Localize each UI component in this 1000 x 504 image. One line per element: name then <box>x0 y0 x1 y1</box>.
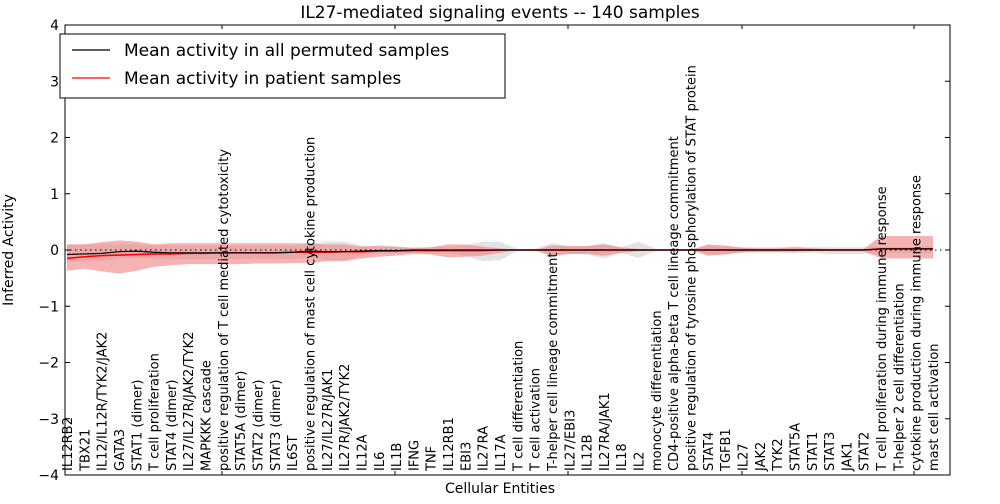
y-tick-label: −2 <box>38 356 59 372</box>
category-label: STAT3 (dimer) <box>269 380 284 471</box>
category-label: CD4-positive alpha-beta T cell lineage c… <box>667 136 682 471</box>
category-label: IL27 <box>736 443 751 471</box>
band-series-1 <box>67 235 933 274</box>
y-tick-label: 4 <box>50 18 59 34</box>
category-label: STAT3 <box>823 432 838 471</box>
category-label: IL6 <box>373 452 388 471</box>
category-label: T cell proliferation during immune respo… <box>875 186 890 472</box>
legend-box <box>59 33 506 99</box>
legend: Mean activity in all permuted samples Me… <box>59 33 506 99</box>
category-label: IL12RB1 <box>442 417 457 471</box>
y-axis-label: Inferred Activity <box>1 194 17 306</box>
category-label: monocyte differentiation <box>650 310 665 471</box>
category-label: STAT5A <box>788 423 803 471</box>
category-label: IL12A <box>355 434 370 471</box>
category-label: IL1B <box>390 443 405 471</box>
y-tick-label: 0 <box>50 243 59 259</box>
category-label: IL27/EBI3 <box>563 410 578 471</box>
category-label: JAK2 <box>754 442 769 472</box>
y-tick-label: 3 <box>50 74 59 90</box>
category-label: STAT2 (dimer) <box>252 380 267 471</box>
category-label: JAK1 <box>840 442 855 472</box>
category-label: STAT1 <box>806 432 821 471</box>
y-tick-label: 1 <box>50 187 59 203</box>
category-label: TGFB1 <box>719 428 734 472</box>
category-label: positive regulation of T cell mediated c… <box>217 149 232 471</box>
category-label: positive regulation of tyrosine phosphor… <box>685 65 700 471</box>
category-label: IL27/IL27R/JAK1 <box>321 369 336 471</box>
category-label: IL17A <box>494 434 509 471</box>
y-tick-label: −4 <box>38 468 59 484</box>
category-label: T cell activation <box>529 368 544 472</box>
chart-title: IL27-mediated signaling events -- 140 sa… <box>300 3 700 23</box>
category-label: IL12B <box>581 434 596 471</box>
category-label: IL27RA <box>477 426 492 471</box>
category-label: IL18 <box>615 443 630 471</box>
line-series-0 <box>66 248 933 256</box>
category-label: TNF <box>425 446 440 472</box>
category-label: EBI3 <box>459 442 474 471</box>
category-label: IL12/IL12R/TYK2/JAK2 <box>96 332 111 471</box>
legend-label-patient: Mean activity in patient samples <box>124 69 401 89</box>
category-label: T-helper cell lineage commitment <box>546 253 561 472</box>
category-label: STAT2 <box>858 432 873 471</box>
category-label: GATA3 <box>113 429 128 471</box>
plot-area: −4 −3 −2 −1 0 1 2 3 4 IL12RB2 TBX21 IL12/IL12R/TYK2… <box>38 18 951 484</box>
category-label: STAT5A (dimer) <box>234 371 249 471</box>
category-label: T-helper 2 cell differentiation <box>892 283 907 472</box>
category-label: T cell proliferation <box>148 353 163 472</box>
category-label: TBX21 <box>78 429 93 472</box>
category-label: IL12RB2 <box>61 417 76 471</box>
category-label: cytokine production during immune respon… <box>910 175 925 471</box>
category-label: IL6ST <box>286 435 301 471</box>
category-label: T cell differentiation <box>511 341 526 472</box>
category-label: IL27/IL27R/JAK2/TYK2 <box>182 332 197 471</box>
category-label: STAT4 <box>702 432 717 471</box>
category-label: IL27R/JAK2/TYK2 <box>338 364 353 471</box>
category-label: STAT4 (dimer) <box>165 380 180 471</box>
y-tick-label: 2 <box>50 131 59 147</box>
category-label: MAPKKK cascade <box>200 360 215 471</box>
y-tick-label: −1 <box>38 299 59 315</box>
category-label: IL27RA/JAK1 <box>598 392 613 471</box>
category-label: positive regulation of mast cell cytokin… <box>303 137 318 471</box>
category-label: STAT1 (dimer) <box>130 380 145 471</box>
category-label: mast cell activation <box>927 343 942 471</box>
y-tick-label: −3 <box>38 412 59 428</box>
legend-label-permuted: Mean activity in all permuted samples <box>124 41 449 61</box>
category-label: IL2 <box>633 452 648 471</box>
category-label: IFNG <box>407 440 422 471</box>
category-label: TYK2 <box>771 438 786 472</box>
x-axis-label: Cellular Entities <box>445 481 555 497</box>
